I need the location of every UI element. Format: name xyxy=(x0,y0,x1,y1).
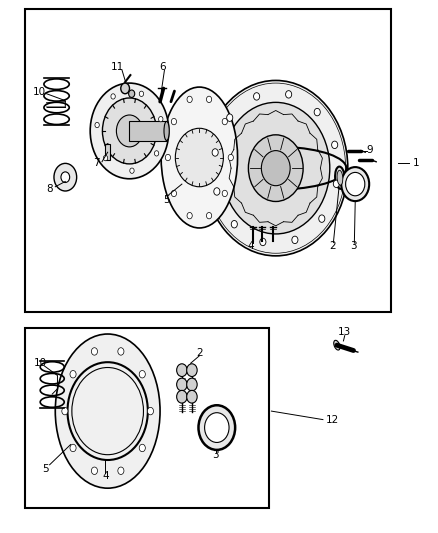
Circle shape xyxy=(148,407,153,415)
Ellipse shape xyxy=(164,122,169,141)
Text: 7: 7 xyxy=(93,158,100,168)
Circle shape xyxy=(139,444,145,451)
Circle shape xyxy=(260,238,266,246)
Circle shape xyxy=(206,96,212,102)
Circle shape xyxy=(130,168,134,173)
Circle shape xyxy=(222,102,330,234)
Circle shape xyxy=(319,215,325,222)
Circle shape xyxy=(177,390,187,403)
Text: 9: 9 xyxy=(366,144,373,155)
Ellipse shape xyxy=(161,87,237,228)
Circle shape xyxy=(118,467,124,474)
Text: 1: 1 xyxy=(413,158,420,168)
Circle shape xyxy=(159,117,163,122)
Circle shape xyxy=(286,91,292,98)
Circle shape xyxy=(102,98,156,164)
Circle shape xyxy=(175,128,223,187)
Circle shape xyxy=(198,405,235,450)
Text: 5: 5 xyxy=(42,464,49,473)
Text: 5: 5 xyxy=(163,195,170,205)
Circle shape xyxy=(139,370,145,378)
Circle shape xyxy=(248,135,303,201)
Circle shape xyxy=(54,164,77,191)
Circle shape xyxy=(154,151,159,156)
Text: 2: 2 xyxy=(329,241,336,251)
Circle shape xyxy=(333,180,339,188)
Circle shape xyxy=(204,80,348,256)
Text: 13: 13 xyxy=(338,327,351,337)
Circle shape xyxy=(92,467,98,474)
Circle shape xyxy=(70,370,76,378)
Circle shape xyxy=(212,149,218,156)
Circle shape xyxy=(222,118,227,125)
Circle shape xyxy=(177,378,187,391)
Circle shape xyxy=(95,123,99,128)
Circle shape xyxy=(187,378,197,391)
Text: 4: 4 xyxy=(102,472,109,481)
Circle shape xyxy=(254,93,260,100)
Text: 6: 6 xyxy=(159,62,166,72)
Circle shape xyxy=(332,141,338,149)
Circle shape xyxy=(103,156,108,161)
Bar xyxy=(130,122,166,141)
Circle shape xyxy=(205,413,229,442)
Circle shape xyxy=(165,155,170,161)
Text: 4: 4 xyxy=(247,241,254,251)
Circle shape xyxy=(177,364,187,376)
Ellipse shape xyxy=(55,334,160,488)
Text: 11: 11 xyxy=(111,62,124,72)
Text: 2: 2 xyxy=(196,348,203,358)
Bar xyxy=(25,328,269,508)
Text: 3: 3 xyxy=(350,241,357,251)
Ellipse shape xyxy=(334,340,340,350)
Circle shape xyxy=(70,444,76,451)
Circle shape xyxy=(171,190,177,197)
Circle shape xyxy=(261,151,290,185)
Bar xyxy=(106,144,110,160)
Circle shape xyxy=(226,114,233,122)
Text: 10: 10 xyxy=(33,358,46,368)
Circle shape xyxy=(214,188,220,195)
Circle shape xyxy=(129,90,135,98)
Circle shape xyxy=(121,83,130,94)
Ellipse shape xyxy=(337,171,343,185)
Circle shape xyxy=(187,364,197,376)
Circle shape xyxy=(228,155,233,161)
Circle shape xyxy=(231,221,237,228)
Circle shape xyxy=(341,167,369,201)
Circle shape xyxy=(90,83,169,179)
Text: 8: 8 xyxy=(46,184,53,195)
Circle shape xyxy=(139,91,144,96)
Circle shape xyxy=(62,407,68,415)
Text: 3: 3 xyxy=(212,450,219,460)
Circle shape xyxy=(187,213,192,219)
Bar xyxy=(25,9,392,312)
Circle shape xyxy=(187,96,192,102)
Circle shape xyxy=(92,348,98,355)
Circle shape xyxy=(118,348,124,355)
Circle shape xyxy=(222,190,227,197)
Circle shape xyxy=(314,108,320,116)
Circle shape xyxy=(111,94,115,99)
Text: 12: 12 xyxy=(326,415,339,425)
Ellipse shape xyxy=(335,167,345,189)
Circle shape xyxy=(171,118,177,125)
Circle shape xyxy=(117,115,143,147)
Circle shape xyxy=(292,236,298,244)
Circle shape xyxy=(61,172,70,182)
Text: 10: 10 xyxy=(32,87,46,97)
Circle shape xyxy=(346,172,365,196)
Circle shape xyxy=(206,213,212,219)
Circle shape xyxy=(187,390,197,403)
